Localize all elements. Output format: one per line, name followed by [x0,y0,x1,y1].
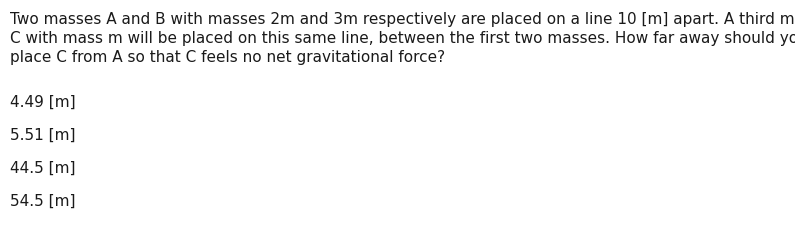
Text: place C from A so that C feels no net gravitational force?: place C from A so that C feels no net gr… [10,50,445,65]
Text: 5.51 [m]: 5.51 [m] [10,128,76,143]
Text: 4.49 [m]: 4.49 [m] [10,95,76,110]
Text: 54.5 [m]: 54.5 [m] [10,194,76,209]
Text: 44.5 [m]: 44.5 [m] [10,161,76,176]
Text: Two masses A and B with masses 2m and 3m respectively are placed on a line 10 [m: Two masses A and B with masses 2m and 3m… [10,12,795,27]
Text: C with mass m will be placed on this same line, between the first two masses. Ho: C with mass m will be placed on this sam… [10,31,795,46]
